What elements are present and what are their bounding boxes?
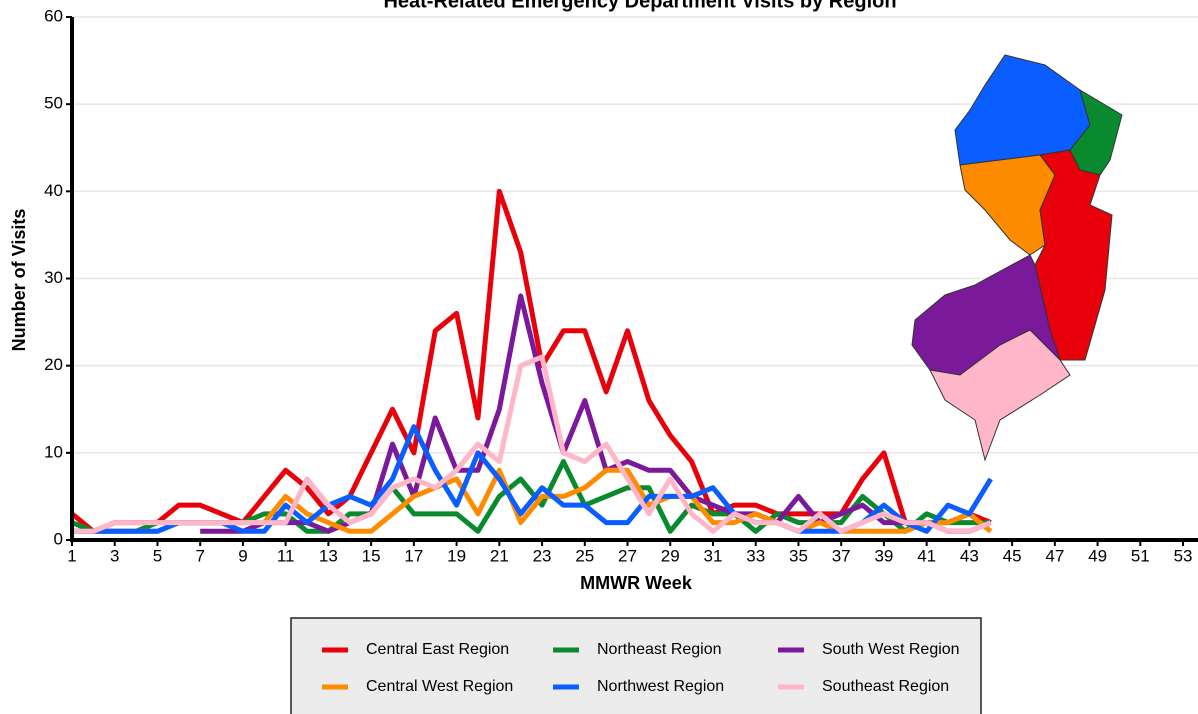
x-tick-label: 19 <box>447 546 466 565</box>
x-tick-label: 7 <box>195 546 204 565</box>
series-line <box>72 354 992 534</box>
series-line <box>72 424 993 534</box>
y-tick-label: 20 <box>44 355 63 374</box>
y-tick-label: 30 <box>44 268 63 287</box>
legend-label: Northwest Region <box>597 678 724 695</box>
x-tick-label: 13 <box>319 546 338 565</box>
region-map <box>911 54 1123 462</box>
x-tick-label: 39 <box>874 546 893 565</box>
y-axis-label: Number of Visits <box>9 209 29 352</box>
x-tick-label: 15 <box>362 546 381 565</box>
y-tick-label: 10 <box>44 442 63 461</box>
x-tick-label: 53 <box>1174 546 1193 565</box>
legend-label: Central West Region <box>366 678 513 695</box>
x-tick-label: 9 <box>238 546 247 565</box>
x-tick-label: 1 <box>67 546 76 565</box>
x-axis-label: MMWR Week <box>580 573 693 593</box>
y-tick-label: 50 <box>44 94 63 113</box>
x-tick-label: 45 <box>1003 546 1022 565</box>
x-tick-label: 51 <box>1131 546 1150 565</box>
x-tick-label: 47 <box>1045 546 1064 565</box>
x-tick-label: 21 <box>490 546 509 565</box>
legend-box <box>290 617 982 714</box>
x-tick-label: 17 <box>404 546 423 565</box>
y-tick-label: 60 <box>44 6 63 25</box>
x-tick-label: 5 <box>153 546 162 565</box>
x-tick-label: 27 <box>618 546 637 565</box>
legend: Central East Region Northeast Region South… <box>322 641 960 695</box>
x-tick-label: 11 <box>277 546 295 565</box>
x-tick-label: 37 <box>832 546 851 565</box>
x-tick-label: 23 <box>533 546 552 565</box>
x-tick-label: 49 <box>1088 546 1107 565</box>
x-tick-label: 33 <box>746 546 765 565</box>
x-tick-label: 25 <box>575 546 594 565</box>
y-tick-label: 40 <box>44 181 63 200</box>
x-tick-label: 35 <box>789 546 808 565</box>
x-tick-label: 31 <box>704 546 723 565</box>
legend-label: Central East Region <box>366 641 509 658</box>
series-line <box>200 293 992 534</box>
legend-label: South West Region <box>822 641 960 658</box>
chart-title: Heat-Related Emergency Department Visits… <box>383 0 896 12</box>
x-tick-label: 29 <box>661 546 680 565</box>
y-tick-label: 0 <box>54 529 63 548</box>
legend-label: Southeast Region <box>822 678 949 695</box>
x-tick-label: 41 <box>917 546 936 565</box>
x-tick-label: 3 <box>110 546 119 565</box>
legend-label: Northeast Region <box>597 641 722 658</box>
x-tick-label: 43 <box>960 546 979 565</box>
